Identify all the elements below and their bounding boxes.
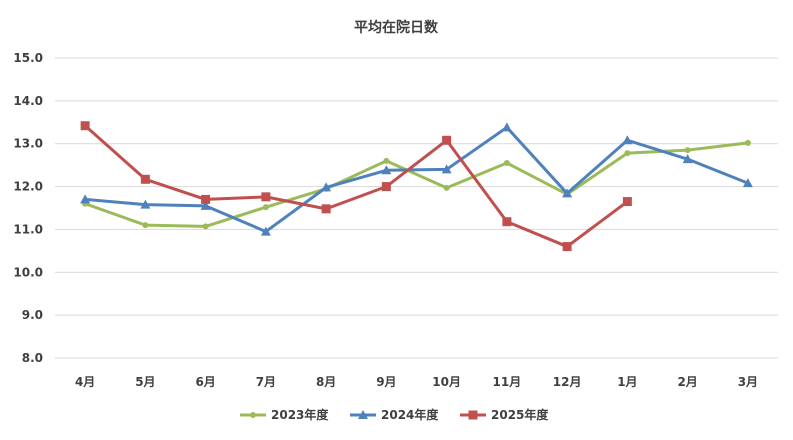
series-line — [84, 124, 629, 249]
data-point — [742, 178, 753, 188]
y-axis-ticks: 8.0 9.0 10.0 11.0 12.0 13.0 14.0 15.0 — [13, 51, 43, 365]
data-point — [622, 135, 633, 145]
y-tick-label: 10.0 — [13, 265, 43, 279]
data-point — [443, 184, 450, 191]
y-tick-label: 15.0 — [13, 51, 43, 65]
legend-item: 2025年度 — [460, 407, 549, 422]
legend-swatch-marker — [468, 410, 478, 420]
series-line — [84, 125, 749, 234]
data-point — [624, 150, 631, 157]
y-tick-label: 8.0 — [22, 351, 43, 365]
y-tick-label: 11.0 — [13, 222, 43, 236]
data-point — [744, 139, 751, 146]
series-3 — [80, 121, 632, 252]
x-tick-label: 4月 — [75, 375, 95, 389]
legend-swatch-marker — [250, 412, 256, 418]
data-point — [262, 204, 269, 211]
data-point — [682, 154, 693, 164]
series-lines — [80, 121, 753, 252]
x-tick-label: 2月 — [677, 375, 697, 389]
legend-label: 2023年度 — [271, 407, 329, 422]
data-point — [562, 188, 573, 198]
data-point — [622, 197, 632, 207]
data-point — [502, 217, 512, 227]
y-tick-label: 13.0 — [13, 137, 43, 151]
series-line — [84, 141, 749, 228]
data-point — [321, 182, 332, 192]
data-point — [321, 204, 331, 214]
x-tick-label: 9月 — [376, 375, 396, 389]
x-tick-label: 3月 — [738, 375, 758, 389]
data-point — [140, 199, 151, 209]
x-tick-label: 8月 — [316, 375, 336, 389]
x-tick-label: 5月 — [135, 375, 155, 389]
legend: 2023年度 2024年度 2025年度 — [240, 407, 549, 422]
data-point — [80, 194, 91, 204]
data-point — [441, 164, 452, 174]
data-point — [442, 135, 452, 145]
series-2 — [80, 122, 753, 236]
x-tick-label: 6月 — [195, 375, 215, 389]
data-point — [202, 223, 209, 230]
x-tick-label: 11月 — [493, 375, 522, 389]
data-point — [261, 192, 271, 202]
data-point — [200, 200, 211, 210]
data-point — [80, 121, 90, 131]
data-point — [201, 194, 211, 204]
data-point — [381, 182, 391, 192]
data-point — [503, 160, 510, 166]
y-tick-label: 14.0 — [13, 94, 43, 108]
data-point — [684, 147, 691, 154]
x-tick-label: 12月 — [553, 375, 582, 389]
legend-item: 2024年度 — [350, 407, 439, 422]
data-point — [383, 157, 390, 164]
data-point — [140, 174, 150, 184]
x-tick-label: 1月 — [617, 375, 637, 389]
x-tick-label: 10月 — [432, 375, 461, 389]
chart-title: 平均在院日数 — [354, 19, 439, 36]
legend-item: 2023年度 — [240, 407, 329, 422]
gridlines — [55, 57, 778, 359]
x-axis-ticks: 4月 5月 6月 7月 8月 9月 10月 11月 12月 1月 2月 3月 — [75, 375, 758, 389]
data-point — [142, 222, 149, 229]
legend-label: 2024年度 — [381, 407, 439, 422]
legend-label: 2025年度 — [491, 407, 549, 422]
data-point — [501, 122, 512, 132]
y-tick-label: 9.0 — [22, 308, 43, 322]
data-point — [381, 165, 392, 175]
data-point — [260, 226, 271, 236]
y-tick-label: 12.0 — [13, 180, 43, 194]
x-tick-label: 7月 — [256, 375, 276, 389]
legend-swatch-marker — [358, 410, 368, 419]
data-point — [562, 242, 572, 252]
series-1 — [82, 139, 751, 230]
